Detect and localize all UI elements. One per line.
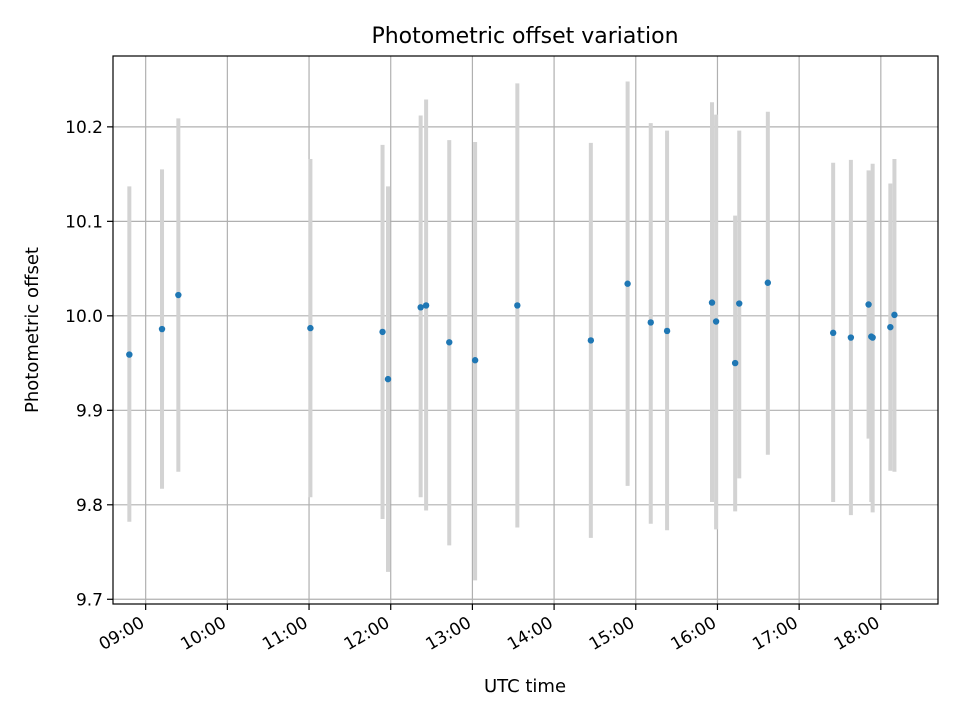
data-point [514, 302, 521, 309]
data-point [384, 375, 392, 383]
data-point [307, 324, 314, 332]
data-point [887, 323, 894, 331]
data-point [158, 325, 166, 333]
x-axis-label: UTC time [484, 676, 566, 697]
data-point [829, 329, 837, 337]
data-point [379, 328, 386, 336]
y-tick-label: 9.9 [76, 401, 103, 421]
chart-title: Photometric offset variation [371, 24, 678, 49]
grid [113, 56, 938, 604]
data-point [736, 300, 743, 307]
data-point [624, 280, 631, 287]
y-tick-label: 10.0 [65, 307, 103, 327]
y-axis-ticks: 9.7 9.8 9.9 10.0 10.1 10.2 [65, 118, 113, 610]
data-point [764, 279, 772, 286]
data-point [422, 302, 430, 309]
data-point [891, 311, 898, 319]
data-point [847, 334, 855, 341]
y-axis-label: Photometric offset [22, 247, 43, 413]
data-point [663, 327, 671, 335]
data-point [175, 291, 182, 299]
data-point [647, 319, 654, 326]
data-points [126, 279, 898, 383]
y-tick-label: 9.7 [76, 590, 103, 610]
y-tick-label: 9.8 [76, 496, 103, 516]
data-point [471, 357, 479, 364]
y-tick-label: 10.2 [65, 118, 103, 138]
y-tick-label: 10.1 [65, 212, 103, 232]
data-point [587, 337, 595, 344]
data-point [712, 318, 720, 325]
plot-frame [112, 55, 939, 605]
data-point [865, 301, 872, 308]
data-point [708, 299, 716, 306]
data-point [126, 351, 133, 358]
data-point [417, 304, 424, 311]
data-point [446, 339, 453, 346]
data-point [731, 359, 739, 367]
data-point [869, 334, 876, 341]
